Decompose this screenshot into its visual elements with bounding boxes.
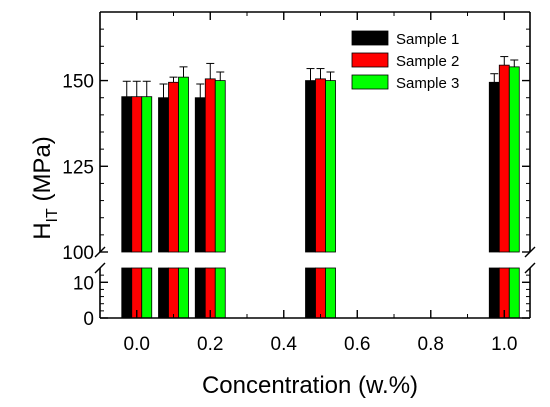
bar-upper [194,97,206,253]
ticks-layer: 100 125 150 0 10 0.0 0.2 0.4 0.6 0.8 1.0 [62,12,530,355]
y-tick-label: 10 [73,273,94,294]
bar-upper [498,64,510,253]
bar-lower [214,267,226,319]
y-tick-label: 100 [62,243,94,264]
bar-lower [315,267,326,319]
bar-lower [121,267,133,319]
legend-swatch [351,52,389,68]
legend-label: Sample 3 [396,75,459,92]
bar-upper [131,96,143,253]
bar-upper [204,78,216,253]
x-axis-title: Concentration (w.%) [202,372,418,399]
bar-upper [178,76,189,253]
bar-upper [214,80,226,253]
bar-lower [141,267,153,319]
legend-swatch [351,74,389,90]
legend: Sample 1 Sample 2 Sample 3 [351,30,459,92]
axis-break-mark [94,262,106,274]
bar-lower [194,267,206,319]
bar-lower [178,267,189,319]
bar-upper [488,81,500,253]
y-axis-title: HIT (MPa) [29,136,61,240]
y-axis-title-subscript: IT [44,208,61,222]
legend-swatch [351,30,389,46]
bar-lower [305,267,316,319]
x-tick-label: 0.6 [344,334,370,355]
bar-upper [305,80,316,253]
bar-upper [508,66,520,253]
bar-upper [158,97,169,253]
x-tick-label: 1.0 [491,334,517,355]
bar-lower [488,267,500,319]
bar-upper [121,96,133,253]
legend-label: Sample 1 [396,31,459,48]
bar-lower [158,267,169,319]
bars-layer [121,56,520,319]
bar-upper [315,78,326,253]
x-tick-label: 0.2 [197,334,223,355]
x-tick-label: 0.0 [124,334,150,355]
bar-lower [168,267,179,319]
x-tick-label: 0.4 [271,334,298,355]
y-tick-label: 150 [62,72,94,93]
bar-upper [168,81,179,253]
axis-break-mark [524,262,536,274]
y-tick-label: 0 [83,309,94,330]
legend-label: Sample 2 [396,53,459,70]
x-tick-label: 0.8 [418,334,444,355]
y-tick-label: 125 [62,157,94,178]
y-axis-title-unit: (MPa) [29,136,56,208]
bar-lower [325,267,336,319]
y-axis-title-main: H [29,222,56,239]
bar-lower [508,267,520,319]
bar-upper [325,80,336,253]
bar-upper [141,96,153,253]
